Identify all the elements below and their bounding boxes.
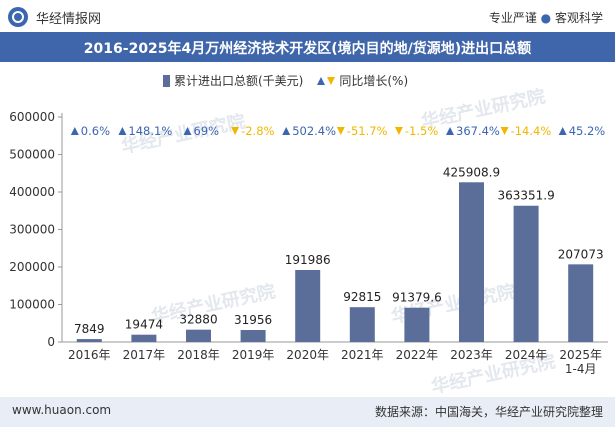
bar-value-label: 31956 bbox=[234, 313, 272, 327]
legend: 累计进出口总额(千美元) 同比增长(%) bbox=[163, 72, 408, 89]
tagline-right: 客观科学 bbox=[554, 11, 603, 25]
footer-source: 数据来源：中国海关，华经产业研究院整理 bbox=[374, 405, 603, 419]
bar bbox=[459, 182, 484, 342]
growth-up-icon bbox=[118, 127, 127, 135]
legend-bar-label: 累计进出口总额(千美元) bbox=[174, 74, 304, 88]
bar-value-label: 207073 bbox=[558, 247, 604, 261]
growth-label: 69% bbox=[194, 124, 220, 138]
growth-label: 0.6% bbox=[81, 124, 110, 138]
growth-up-icon bbox=[282, 127, 291, 135]
bar bbox=[131, 334, 157, 342]
growth-up-icon bbox=[70, 127, 79, 135]
y-tick-label: 400000 bbox=[9, 185, 55, 199]
brand-name: 华经情报网 bbox=[36, 11, 102, 27]
growth-up-icon bbox=[558, 127, 567, 135]
bar-value-label: 91379.6 bbox=[392, 291, 442, 305]
tagline-separator: ● bbox=[540, 11, 552, 25]
bar bbox=[513, 205, 539, 342]
bar-value-label: 425908.9 bbox=[443, 165, 500, 179]
legend-up-triangle-icon bbox=[317, 76, 326, 85]
x-tick-label: 2024年 bbox=[505, 348, 548, 362]
x-tick-label: 2023年 bbox=[450, 348, 493, 362]
x-tick-label: 2017年 bbox=[123, 348, 166, 362]
legend-down-triangle-icon bbox=[327, 76, 336, 85]
bar bbox=[186, 329, 211, 342]
legend-growth-label: 同比增长(%) bbox=[339, 74, 409, 88]
x-tick-label: 2025年 bbox=[559, 348, 602, 362]
tagline: 专业严谨 ● 客观科学 bbox=[489, 9, 603, 26]
x-tick-label: 2021年 bbox=[341, 348, 384, 362]
footer: www.huaon.com 数据来源：中国海关，华经产业研究院整理 bbox=[0, 397, 615, 427]
growth-down-icon bbox=[336, 127, 345, 135]
growth-label: 148.1% bbox=[128, 124, 172, 138]
growth-label: -14.4% bbox=[511, 124, 552, 138]
bar-value-label: 92815 bbox=[343, 290, 381, 304]
x-tick-label: 1-4月 bbox=[565, 362, 597, 376]
growth-down-icon bbox=[394, 127, 403, 135]
bar bbox=[568, 264, 594, 342]
bar bbox=[404, 307, 430, 342]
bar-value-label: 19474 bbox=[125, 318, 163, 332]
growth-down-icon bbox=[231, 127, 240, 135]
bar bbox=[349, 307, 375, 342]
title-bar: 2016-2025年4月万州经济技术开发区(境内目的地/货源地)进出口总额 bbox=[0, 32, 615, 62]
bar bbox=[295, 270, 321, 342]
value-labels: 7849 19474 32880 31956 191986 92815 91379.6 425… bbox=[74, 165, 604, 336]
x-tick-label: 2018年 bbox=[177, 348, 220, 362]
bars bbox=[76, 182, 594, 342]
bar bbox=[76, 339, 102, 342]
footer-website-link[interactable]: www.huaon.com bbox=[12, 403, 112, 417]
y-axis: 0 100000 200000 300000 400000 500000 600000 bbox=[9, 110, 63, 349]
y-tick-label: 200000 bbox=[9, 260, 55, 274]
x-tick-label: 2022年 bbox=[396, 348, 439, 362]
growth-label: 45.2% bbox=[569, 124, 606, 138]
bar bbox=[240, 330, 266, 342]
tagline-left: 专业严谨 bbox=[488, 11, 537, 25]
y-tick-label: 100000 bbox=[9, 298, 55, 312]
growth-up-icon bbox=[183, 127, 192, 135]
growth-label: -2.8% bbox=[241, 124, 274, 138]
growth-up-icon bbox=[446, 127, 454, 135]
growth-label: 367.4% bbox=[456, 124, 500, 138]
y-tick-label: 0 bbox=[47, 335, 55, 349]
logo-icon bbox=[8, 7, 28, 27]
bar-value-label: 32880 bbox=[179, 313, 217, 327]
x-tick-label: 2016年 bbox=[68, 348, 111, 362]
growth-labels: 0.6% 148.1% 69% -2.8% 502.4% -51.7% -1.5% 367.4… bbox=[70, 124, 606, 138]
brand: 华经情报网 bbox=[8, 7, 101, 27]
y-tick-label: 300000 bbox=[9, 223, 55, 237]
chart-title: 2016-2025年4月万州经济技术开发区(境内目的地/货源地)进出口总额 bbox=[83, 41, 532, 57]
growth-label: -51.7% bbox=[347, 124, 388, 138]
bar-value-label: 363351.9 bbox=[497, 189, 554, 203]
x-axis: 2016年 2017年 2018年 2019年 2020年 2021年 2022年 2023年… bbox=[62, 341, 608, 376]
bar-value-label: 7849 bbox=[74, 322, 105, 336]
growth-label: 502.4% bbox=[292, 124, 336, 138]
x-tick-label: 2020年 bbox=[286, 348, 329, 362]
x-tick-label: 2019年 bbox=[232, 348, 275, 362]
legend-bar-swatch bbox=[163, 74, 170, 87]
top-bar: 华经情报网 专业严谨 ● 客观科学 bbox=[0, 0, 615, 34]
y-tick-label: 600000 bbox=[9, 110, 55, 124]
growth-label: -1.5% bbox=[405, 124, 438, 138]
bar-value-label: 191986 bbox=[285, 253, 331, 267]
y-tick-label: 500000 bbox=[9, 148, 55, 162]
growth-down-icon bbox=[500, 127, 509, 135]
